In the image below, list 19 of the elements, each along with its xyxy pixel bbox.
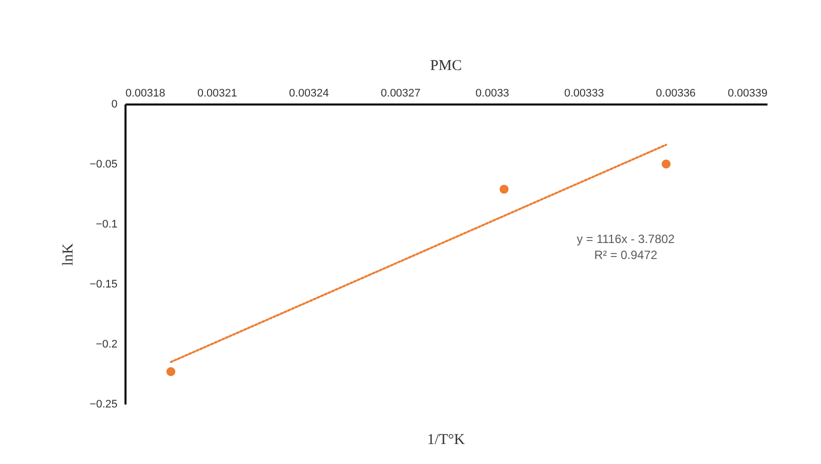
x-tick-label: 0.00333	[564, 88, 604, 100]
x-tick-label: 0.00336	[656, 88, 696, 100]
x-axis-title: 1/T°K	[427, 432, 465, 448]
y-tick-label: −0.1	[96, 218, 118, 230]
x-tick-label: 0.00318	[126, 88, 166, 100]
y-tick-label: 0	[111, 98, 118, 110]
y-tick-label: −0.15	[90, 278, 118, 290]
x-tick-label: 0.00321	[197, 88, 238, 100]
x-tick-label: 0.0033	[476, 88, 510, 100]
x-tick-label: 0.00339	[728, 88, 768, 100]
x-tick-label: 0.00327	[380, 88, 421, 100]
chart-title: PMC	[430, 58, 462, 74]
y-axis-title: lnK	[60, 243, 77, 266]
annotation: y = 1116x - 3.7802	[576, 232, 676, 246]
y-tick-label: −0.05	[90, 158, 118, 170]
y-tick-label: −0.2	[96, 338, 118, 350]
x-tick-label: 0.00324	[289, 88, 329, 100]
annotation: R² = 0.9472	[594, 248, 658, 262]
y-tick-label: −0.25	[90, 398, 118, 410]
